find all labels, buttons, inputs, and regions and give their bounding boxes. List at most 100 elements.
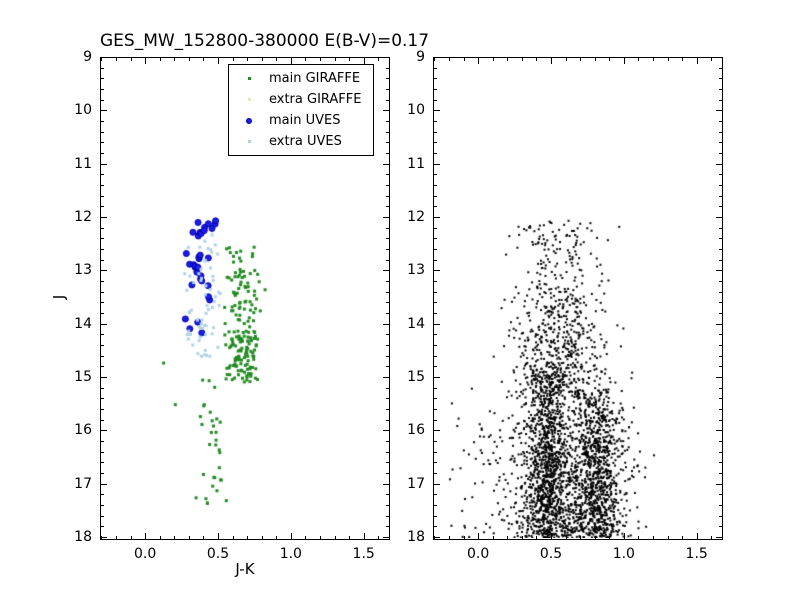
y-tick (433, 355, 437, 357)
y-tick (386, 259, 390, 261)
x-tick (174, 57, 176, 61)
y-tick (100, 57, 107, 58)
y-tick (100, 174, 104, 176)
x-tick (521, 57, 523, 61)
x-tick (609, 536, 611, 540)
y-tick (100, 238, 104, 240)
y-tick (433, 67, 437, 69)
y-tick (386, 313, 390, 314)
x-tick (203, 536, 205, 540)
x-tick (319, 57, 321, 61)
y-tick (100, 526, 104, 528)
y-tick (386, 345, 390, 346)
y-tick (719, 419, 723, 421)
x-tick (247, 536, 249, 540)
y-tick (100, 270, 107, 272)
y-tick (433, 89, 437, 90)
x-tick (349, 536, 351, 540)
y-tick-label: 18 (407, 529, 425, 545)
x-tick (638, 536, 640, 540)
y-tick (719, 409, 723, 410)
x-tick (492, 57, 494, 61)
y-tick (433, 57, 440, 58)
x-tick (623, 57, 625, 64)
legend-item-extra-giraffe: extra GIRAFFE (229, 90, 373, 110)
y-tick (386, 526, 390, 528)
y-tick-label: 10 (74, 102, 92, 119)
legend: main GIRAFFE extra GIRAFFE main UVES ext… (228, 64, 374, 156)
y-tick (719, 526, 723, 528)
y-tick-label: 15 (74, 369, 92, 385)
extra-giraffe-marker-icon (247, 98, 251, 101)
y-tick (716, 110, 723, 112)
x-tick (174, 536, 176, 540)
x-axis-label: J-K (235, 560, 255, 578)
x-tick (188, 536, 190, 540)
x-tick (290, 533, 292, 540)
y-tick (433, 302, 437, 304)
y-tick (433, 121, 437, 122)
x-tick (232, 57, 234, 61)
main-giraffe-marker-icon (247, 77, 251, 80)
x-tick-label: 0.0 (467, 546, 490, 562)
y-tick-label: 12 (407, 209, 425, 225)
y-tick (386, 291, 390, 293)
y-tick (100, 409, 104, 410)
x-tick (696, 57, 698, 64)
x-tick (478, 57, 480, 64)
x-tick-label: 0.5 (539, 546, 563, 562)
y-tick (383, 57, 390, 58)
y-tick (386, 462, 390, 464)
y-tick-label: 14 (407, 315, 425, 332)
legend-marker-cell (229, 117, 269, 124)
y-tick (719, 366, 723, 368)
x-tick (145, 57, 147, 64)
y-tick (719, 355, 723, 357)
y-tick (100, 462, 104, 464)
extra-uves-marker-icon (247, 140, 251, 143)
x-tick (536, 536, 538, 540)
y-tick (433, 462, 437, 464)
y-tick-label: 12 (74, 209, 92, 225)
y-tick (716, 537, 723, 538)
y-tick (433, 217, 440, 218)
y-tick (433, 238, 437, 240)
x-tick (507, 57, 509, 61)
y-tick (386, 494, 390, 496)
x-tick (623, 533, 625, 540)
y-tick (433, 323, 440, 325)
y-tick (100, 217, 107, 218)
y-tick (433, 419, 437, 421)
x-tick (652, 57, 654, 61)
x-tick (565, 536, 567, 540)
x-tick (521, 536, 523, 540)
y-tick (716, 377, 723, 378)
y-tick (719, 345, 723, 346)
x-tick (507, 536, 509, 540)
y-tick (433, 153, 437, 154)
x-tick (449, 536, 451, 540)
y-tick (100, 206, 104, 208)
y-tick (433, 398, 437, 400)
y-tick (433, 174, 437, 176)
y-tick (386, 355, 390, 357)
x-tick (580, 57, 582, 61)
y-tick (433, 270, 440, 272)
x-tick (609, 57, 611, 61)
y-tick (100, 398, 104, 400)
y-tick (716, 270, 723, 272)
y-tick (719, 99, 723, 101)
y-tick (386, 387, 390, 389)
y-tick (719, 281, 723, 282)
y-tick (433, 313, 437, 314)
y-tick (383, 270, 390, 272)
y-tick (433, 185, 437, 186)
y-tick (383, 430, 390, 432)
x-tick (334, 536, 336, 540)
y-tick (386, 451, 390, 453)
y-tick (100, 515, 104, 517)
y-tick (433, 142, 437, 144)
legend-marker-cell (229, 140, 269, 143)
y-tick (433, 409, 437, 410)
y-tick (386, 121, 390, 122)
